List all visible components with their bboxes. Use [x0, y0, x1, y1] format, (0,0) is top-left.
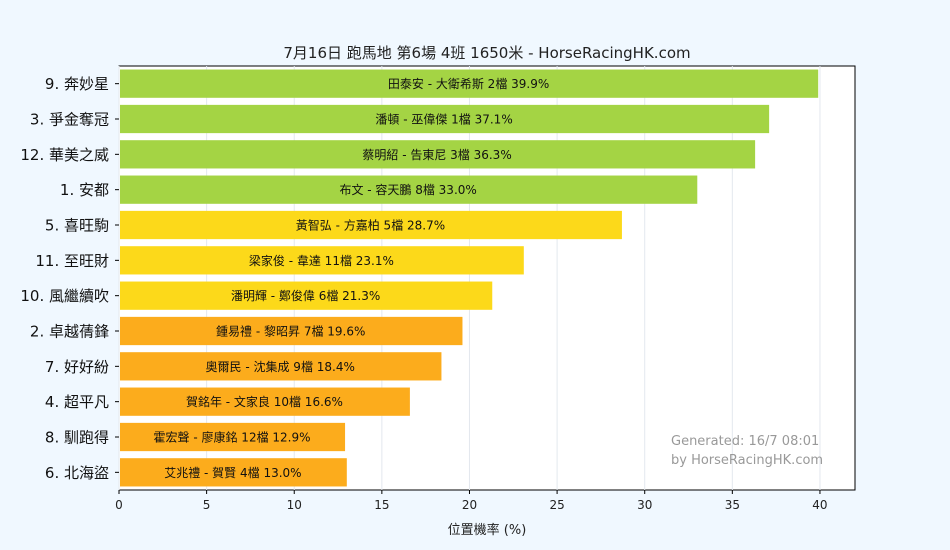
- category-label: 5. 喜旺駒: [45, 217, 109, 235]
- bar-data-label: 奧爾民 - 沈集成 9檔 18.4%: [206, 359, 355, 374]
- watermark-line-2: by HorseRacingHK.com: [671, 453, 823, 468]
- bar: [120, 352, 442, 381]
- category-label: 8. 馴跑得: [45, 429, 109, 447]
- bar-data-label: 艾兆禮 - 賀賢 4檔 13.0%: [164, 466, 301, 480]
- bar: [120, 422, 346, 452]
- category-label: 9. 奔妙星: [45, 75, 109, 93]
- bar: [120, 316, 463, 346]
- x-tick-label: 35: [725, 498, 740, 512]
- bars: 田泰安 - 大衛希斯 2檔 39.9% 潘頓 - 巫偉傑 1檔 37.1% 蔡明紹 …: [120, 69, 819, 487]
- x-tick-label: 15: [374, 498, 389, 512]
- grid-lines: [118, 66, 821, 490]
- category-label: 7. 好好紛: [45, 358, 109, 376]
- category-label: 11. 至旺財: [35, 252, 109, 270]
- bar-data-label: 梁家俊 - 韋達 11檔 23.1%: [249, 253, 394, 268]
- bar-data-label: 潘明輝 - 鄭俊偉 6檔 21.3%: [231, 288, 380, 303]
- bar: [120, 210, 622, 240]
- bar: [120, 104, 770, 134]
- bar-data-label: 田泰安 - 大衛希斯 2檔 39.9%: [388, 76, 549, 91]
- bar-data-label: 潘頓 - 巫偉傑 1檔 37.1%: [375, 113, 512, 127]
- x-tick-label: 5: [203, 498, 211, 512]
- watermark-line-1: Generated: 16/7 08:01: [671, 434, 819, 449]
- bar: [120, 175, 698, 204]
- bar-data-label: 布文 - 容天鵬 8檔 33.0%: [339, 182, 476, 197]
- bar: [120, 140, 756, 169]
- category-label: 3. 爭金奪冠: [30, 111, 109, 129]
- bar: [120, 387, 410, 416]
- chart-title: 7月16日 跑馬地 第6場 4班 1650米 - HorseRacingHK.c…: [283, 44, 690, 62]
- bar-data-label: 賀銘年 - 文家良 10檔 16.6%: [186, 394, 343, 409]
- bar-data-label: 蔡明紹 - 告東尼 3檔 36.3%: [362, 148, 511, 162]
- bar-data-label: 霍宏聲 - 廖康銘 12檔 12.9%: [154, 430, 311, 445]
- category-label: 2. 卓越蒨鋒: [30, 323, 109, 341]
- x-tick-label: 0: [115, 498, 123, 512]
- category-labels: 9. 奔妙星 3. 爭金奪冠 12. 華美之威 1. 安都 5. 喜旺駒 11. 至旺財 1…: [20, 75, 119, 482]
- x-tick-label: 25: [549, 498, 564, 512]
- bar: [120, 69, 819, 98]
- bar-data-label: 鍾易禮 - 黎昭昇 7檔 19.6%: [216, 325, 365, 339]
- category-label: 10. 風繼續吹: [20, 287, 109, 305]
- x-axis-label: 位置機率 (%): [448, 522, 527, 538]
- category-label: 12. 華美之威: [20, 146, 109, 164]
- x-tick-label: 10: [287, 498, 302, 512]
- category-label: 1. 安都: [60, 181, 109, 199]
- category-label: 4. 超平凡: [45, 393, 109, 411]
- bar: [120, 246, 524, 275]
- x-tick-label: 40: [812, 498, 827, 512]
- category-label: 6. 北海盜: [45, 464, 109, 482]
- x-axis-ticks: 0 5 10 15 20 25 30 35 40: [115, 490, 828, 512]
- x-tick-label: 30: [637, 498, 652, 512]
- bar: [120, 458, 347, 487]
- bar: [120, 281, 493, 310]
- bar-data-label: 黃智弘 - 方嘉柏 5檔 28.7%: [296, 218, 445, 233]
- x-tick-label: 20: [462, 498, 477, 512]
